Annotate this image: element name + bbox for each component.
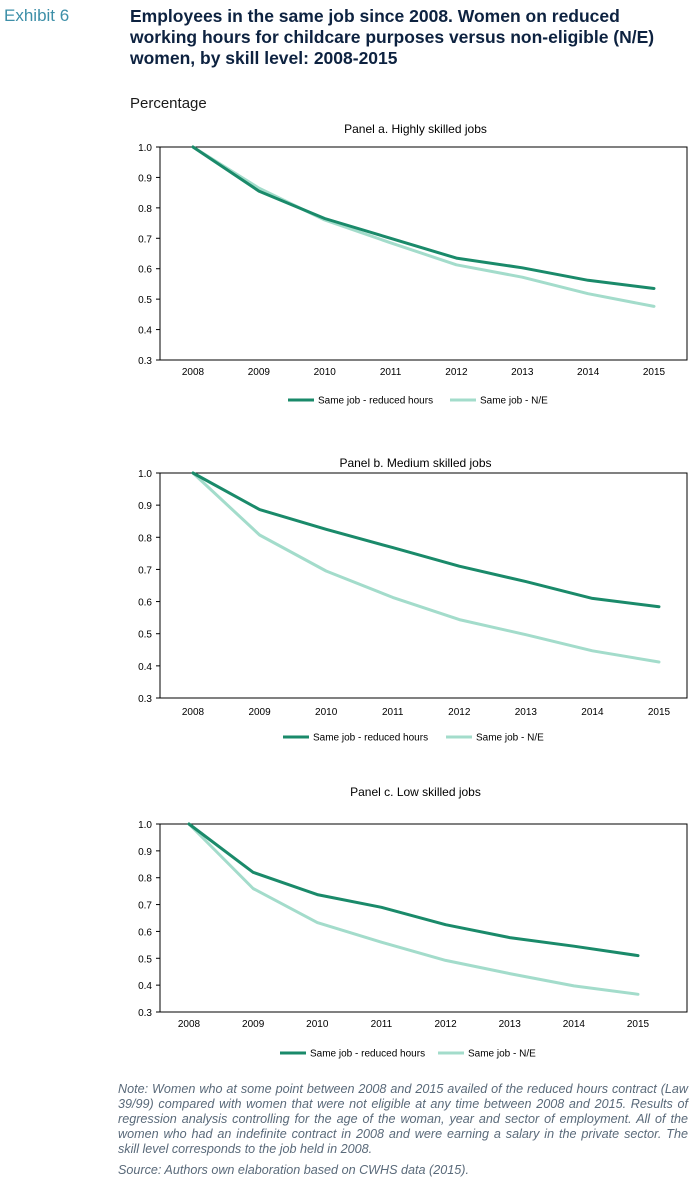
panel-b-xtick-label: 2014 xyxy=(581,707,604,718)
panel-a-ytick-label: 0.7 xyxy=(138,234,152,245)
panel-b-ytick-label: 0.8 xyxy=(138,533,152,544)
panel-c-plot-area xyxy=(159,823,688,1013)
panel-a-ytick-label: 0.9 xyxy=(138,173,152,184)
panel-b-title: Panel b. Medium skilled jobs xyxy=(339,456,491,470)
panel-b-xtick-label: 2015 xyxy=(648,707,671,718)
panel-b-line-reduced xyxy=(191,471,661,609)
panel-a-xtick-label: 2010 xyxy=(314,367,337,378)
panel-b-ytick-label: 0.7 xyxy=(138,565,152,576)
panel-b-xtick-label: 2012 xyxy=(448,707,471,718)
panel-a-legend-label-ne: Same job - N/E xyxy=(480,396,548,407)
panel-c-xtick-label: 2010 xyxy=(306,1019,329,1030)
panel-a-ytick-label: 1.0 xyxy=(138,143,152,154)
panel-b-line-ne xyxy=(191,471,661,664)
panel-c-legend-label-ne: Same job - N/E xyxy=(468,1049,536,1060)
chart-panel-c: Panel c. Low skilled jobs 0.3 0.4 0.5 0.6 0.7… xyxy=(138,785,688,1060)
panel-c-xtick-label: 2009 xyxy=(242,1019,265,1030)
panel-b-ytick-label: 0.9 xyxy=(138,501,152,512)
panel-a-legend-label-reduced: Same job - reduced hours xyxy=(318,396,433,407)
panel-c-ytick-label: 0.6 xyxy=(138,927,152,938)
panel-b-xtick-label: 2008 xyxy=(182,707,205,718)
unit-subtitle: Percentage xyxy=(130,95,207,112)
panel-a-plot-area xyxy=(159,146,688,361)
panel-a-xtick-label: 2011 xyxy=(380,367,402,378)
panel-b-xtick-label: 2010 xyxy=(315,707,338,718)
panel-c-line-reduced xyxy=(187,822,640,958)
chart-panel-b: Panel b. Medium skilled jobs 0.3 0.4 0.5 0.6… xyxy=(138,456,688,744)
panel-c-title: Panel c. Low skilled jobs xyxy=(350,785,481,799)
panel-b-ytick-label: 0.6 xyxy=(138,598,152,609)
footnote: Note: Women who at some point between 20… xyxy=(118,1082,688,1156)
panel-a-xtick-label: 2009 xyxy=(248,367,271,378)
panel-b-ytick-label: 0.3 xyxy=(138,694,152,705)
panel-c-xtick-label: 2013 xyxy=(499,1019,522,1030)
panel-b-ytick-label: 1.0 xyxy=(138,469,152,480)
page-title: Employees in the same job since 2008. Wo… xyxy=(130,6,655,68)
panel-b-ytick-label: 0.4 xyxy=(138,662,152,673)
source-note: Source: Authors own elaboration based on… xyxy=(118,1163,469,1177)
panel-a-ytick-label: 0.5 xyxy=(138,295,152,306)
chart-panel-a: Panel a. Highly skilled jobs 0.3 0.4 0.5 0.6… xyxy=(138,122,688,407)
panel-c-legend-label-reduced: Same job - reduced hours xyxy=(310,1049,425,1060)
panel-a-xtick-label: 2014 xyxy=(577,367,600,378)
panel-c-ytick-label: 0.9 xyxy=(138,847,152,858)
panel-c-xtick-label: 2008 xyxy=(178,1019,201,1030)
panel-a-ytick-label: 0.6 xyxy=(138,265,152,276)
panel-b-ytick-label: 0.5 xyxy=(138,630,152,641)
panel-b-xtick-label: 2009 xyxy=(248,707,271,718)
panel-c-ytick-label: 0.8 xyxy=(138,874,152,885)
exhibit-label: Exhibit 6 xyxy=(4,6,70,25)
panel-a-ytick-label: 0.4 xyxy=(138,326,152,337)
panel-a-xtick-label: 2008 xyxy=(182,367,205,378)
panel-a-ytick-label: 0.3 xyxy=(138,356,152,367)
panel-a-ytick-label: 0.8 xyxy=(138,204,152,215)
panel-a-xtick-label: 2013 xyxy=(511,367,534,378)
panel-b-xtick-label: 2013 xyxy=(515,707,538,718)
panel-c-ytick-label: 0.5 xyxy=(138,954,152,965)
panel-c-ytick-label: 0.7 xyxy=(138,901,152,912)
panel-c-xtick-label: 2015 xyxy=(627,1019,650,1030)
panel-a-xtick-label: 2012 xyxy=(445,367,468,378)
panel-a-line-ne xyxy=(191,145,656,308)
panel-a-xtick-label: 2015 xyxy=(643,367,666,378)
panel-b-xtick-label: 2011 xyxy=(382,707,404,718)
panel-b-legend-label-ne: Same job - N/E xyxy=(476,733,544,744)
panel-a-line-reduced xyxy=(191,145,656,290)
panel-c-xtick-label: 2012 xyxy=(434,1019,457,1030)
panel-b-plot-area xyxy=(159,472,688,699)
panel-c-xtick-label: 2011 xyxy=(371,1019,393,1030)
panel-c-xtick-label: 2014 xyxy=(563,1019,586,1030)
panel-c-ytick-label: 1.0 xyxy=(138,820,152,831)
panel-c-line-ne xyxy=(187,822,640,996)
panel-b-legend-label-reduced: Same job - reduced hours xyxy=(313,733,428,744)
panel-c-ytick-label: 0.3 xyxy=(138,1008,152,1019)
panel-a-title: Panel a. Highly skilled jobs xyxy=(344,122,487,136)
panel-c-ytick-label: 0.4 xyxy=(138,981,152,992)
